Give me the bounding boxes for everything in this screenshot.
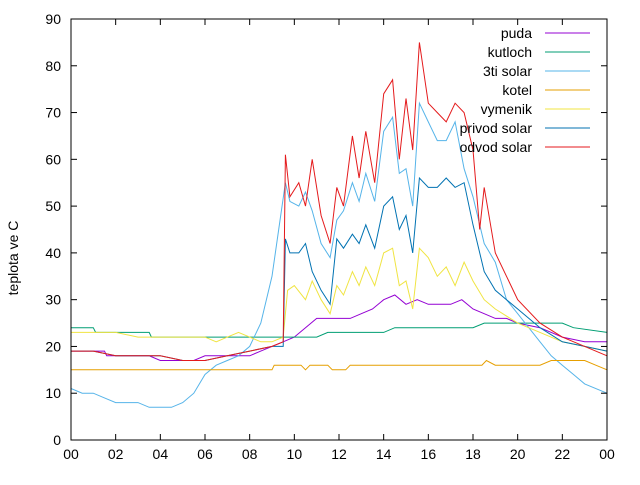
legend-label-3ti-solar: 3ti solar (483, 63, 532, 79)
legend-label-vymenik: vymenik (481, 101, 533, 117)
legend: puda kutloch 3ti solar kotel vymenik privod s… (460, 25, 590, 155)
y-tick-label: 30 (45, 292, 61, 308)
y-tick-label: 40 (45, 245, 61, 261)
y-tick-label: 70 (45, 105, 61, 121)
x-tick-label: 12 (331, 446, 347, 462)
y-tick-label: 80 (45, 58, 61, 74)
series-line-kotel (71, 359, 608, 371)
series-line-3ti-solar (70, 101, 608, 408)
y-tick-label: 90 (45, 11, 61, 27)
x-tick-label: 20 (510, 446, 526, 462)
series-line-odvod-solar (71, 42, 608, 361)
series-line-vymenik (71, 247, 608, 352)
y-axis-label: teplota ve C (5, 221, 21, 296)
series-layer (70, 42, 608, 408)
legend-label-kutloch: kutloch (488, 44, 532, 60)
ticks-layer: 00 02 04 06 08 10 12 14 16 18 20 22 0001020304050607… (45, 11, 615, 462)
y-tick-label: 20 (45, 338, 61, 354)
x-tick-label: 00 (599, 446, 615, 462)
series-line-privod-solar (71, 176, 608, 361)
series-line-kutloch (71, 322, 608, 338)
x-tick-label: 08 (242, 446, 258, 462)
x-tick-label: 04 (153, 446, 169, 462)
y-tick-label: 60 (45, 151, 61, 167)
legend-label-privod-solar: privod solar (460, 120, 533, 136)
x-tick-label: 00 (63, 446, 79, 462)
y-tick-label: 50 (45, 198, 61, 214)
legend-label-kotel: kotel (502, 82, 532, 98)
x-tick-label: 22 (555, 446, 571, 462)
x-tick-label: 14 (376, 446, 392, 462)
x-tick-label: 06 (197, 446, 213, 462)
legend-label-puda: puda (501, 25, 532, 41)
y-tick-label: 0 (53, 432, 61, 448)
series-line-puda (71, 294, 607, 361)
y-tick-label: 10 (45, 385, 61, 401)
legend-label-odvod-solar: odvod solar (460, 139, 533, 155)
x-tick-label: 02 (108, 446, 124, 462)
x-tick-label: 18 (465, 446, 481, 462)
x-tick-label: 10 (287, 446, 303, 462)
x-tick-label: 16 (421, 446, 437, 462)
